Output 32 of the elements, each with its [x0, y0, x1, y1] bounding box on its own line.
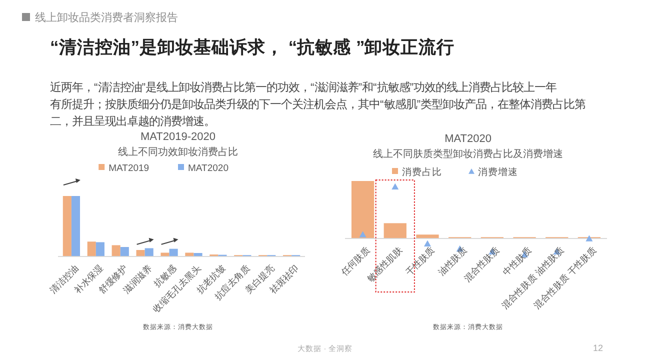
legend-label: 消费增速: [478, 166, 518, 178]
text: 近两年，“清洁控油”是线上卸妆消费占比第一的功效，“滋润滋养”和“抗敏感”功效的线上消费占比较上一年有所提升；按肤质细分仍是卸妆品类升级的下一个关注机会点，其中“敏感肌”类型卸妆产品，在整体消费占比第二，并且呈现出卓越的消费增速。: [50, 81, 586, 128]
bar: [112, 245, 120, 256]
bar: [384, 223, 406, 238]
bar: [185, 252, 194, 256]
bar: [96, 242, 104, 256]
bar: [120, 247, 129, 256]
point: [359, 231, 366, 238]
chart-title: MAT2020: [444, 133, 492, 145]
point: [424, 240, 431, 246]
legend-label: MAT2020: [188, 163, 228, 174]
x-tick-label: 干性肤质: [404, 244, 436, 278]
bar: [144, 248, 154, 256]
bar: [71, 196, 80, 256]
legend-label: MAT2019: [108, 163, 150, 174]
text: “清洁控油”是卸妆基础诉求， “抗敏感 ”卸妆正流行: [50, 37, 455, 57]
bar: [62, 196, 72, 256]
bar: [416, 234, 439, 238]
point: [392, 183, 399, 190]
legend-label: 消费占比: [402, 166, 442, 178]
chart-subtitle: 线上不同功效卸妆消费占比: [118, 146, 238, 158]
bar: [351, 181, 374, 238]
chart-subtitle: 线上不同肤质类型卸妆消费占比及消费增速: [373, 148, 563, 160]
text: 线上卸妆品类消费者洞察报告: [35, 11, 178, 24]
bar: [136, 250, 145, 256]
point: [586, 235, 593, 242]
bar: [160, 252, 170, 256]
chart-title: MAT2019-2020: [140, 131, 216, 143]
bar: [194, 253, 202, 256]
bar: [87, 242, 96, 256]
bar: [169, 248, 178, 256]
text: 12: [592, 343, 604, 353]
